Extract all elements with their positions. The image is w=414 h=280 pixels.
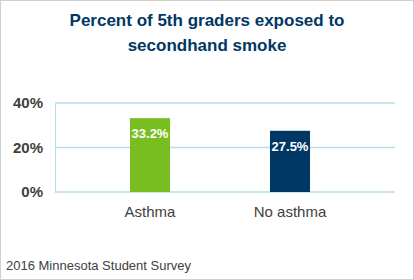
y-tick: 0% xyxy=(21,183,55,200)
y-tick: 20% xyxy=(13,139,55,156)
y-tick-label: 40% xyxy=(13,94,43,111)
data-label: 33.2% xyxy=(132,126,169,141)
data-label: 27.5% xyxy=(272,139,309,154)
x-tick-label: Asthma xyxy=(125,203,177,220)
x-axis: Asthma No asthma xyxy=(125,192,327,220)
data-labels: 33.2% 27.5% xyxy=(132,126,309,154)
grid-line xyxy=(55,147,395,149)
grid-line xyxy=(55,102,395,104)
title-line: Percent of 5th graders exposed to xyxy=(70,11,345,30)
x-tick-label: No asthma xyxy=(254,203,327,220)
y-axis: 0% 20% 40% xyxy=(13,94,56,200)
bars xyxy=(130,118,310,192)
title-line: secondhand smoke xyxy=(128,36,287,55)
source: 2016 Minnesota Student Survey xyxy=(6,258,192,273)
y-tick-label: 0% xyxy=(21,183,43,200)
bar xyxy=(270,131,310,192)
y-tick: 40% xyxy=(13,94,55,111)
grid-line xyxy=(55,191,395,193)
grid xyxy=(55,103,395,192)
frame xyxy=(1,1,414,280)
chart: Percent of 5th graders exposed to secondh… xyxy=(0,0,414,280)
x-tick: No asthma xyxy=(254,192,327,220)
bar xyxy=(130,118,170,192)
title: Percent of 5th graders exposed to secondh… xyxy=(70,11,345,55)
y-tick-label: 20% xyxy=(13,139,43,156)
y-axis-line xyxy=(55,104,56,193)
x-tick: Asthma xyxy=(125,192,177,220)
